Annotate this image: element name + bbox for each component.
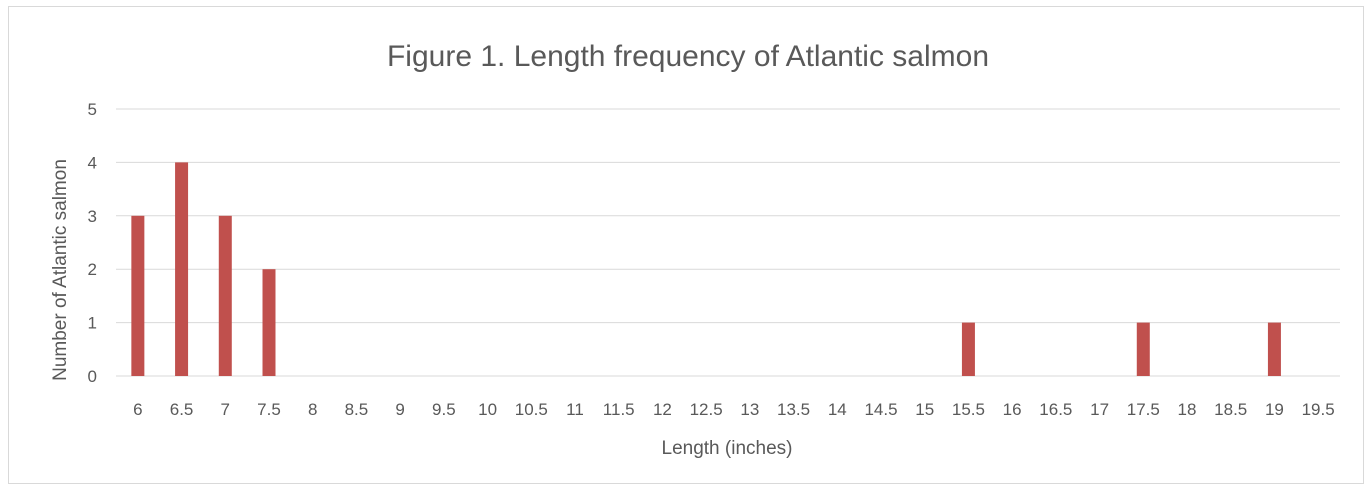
- x-tick-label: 7.5: [257, 400, 281, 419]
- y-axis-title: Number of Atlantic salmon: [50, 159, 71, 381]
- gridlines: [116, 108, 1340, 377]
- x-tick-label: 18.5: [1214, 400, 1247, 419]
- x-tick-label: 8.5: [345, 400, 369, 419]
- x-tick-label: 17: [1090, 400, 1109, 419]
- x-tick-label: 16: [1003, 400, 1022, 419]
- x-tick-label: 6: [133, 400, 142, 419]
- x-tick-label: 14.5: [864, 400, 897, 419]
- chart-frame: [8, 6, 1364, 484]
- x-tick-label: 11.5: [603, 400, 635, 419]
- x-tick-label: 16.5: [1039, 400, 1072, 419]
- y-tick-label: 5: [88, 100, 97, 119]
- y-tick-label: 1: [88, 314, 97, 333]
- x-tick-label: 11: [566, 400, 584, 419]
- y-tick-label: 3: [88, 207, 97, 226]
- bar-7.5: [262, 269, 276, 376]
- bar-6: [131, 215, 145, 376]
- x-tick-label: 9.5: [432, 400, 456, 419]
- x-tick-label: 9: [395, 400, 404, 419]
- bar-6.5: [175, 162, 189, 376]
- x-tick-labels: 6 6.5 7 7.5 8 8.5 9 9.5 10 10.5 11 11.5 12 12.5 13 13.5…: [133, 400, 1335, 419]
- bar-17.5: [1136, 322, 1150, 376]
- x-tick-label: 19.5: [1302, 400, 1335, 419]
- x-tick-label: 10.5: [515, 400, 548, 419]
- x-tick-label: 8: [308, 400, 317, 419]
- x-tick-label: 10: [478, 400, 497, 419]
- x-axis-title: Length (inches): [662, 438, 793, 459]
- x-tick-label: 12: [653, 400, 672, 419]
- x-tick-label: 13: [740, 400, 759, 419]
- bars: [131, 162, 1281, 376]
- x-tick-label: 6.5: [170, 400, 194, 419]
- x-tick-label: 13.5: [777, 400, 810, 419]
- x-tick-label: 18: [1178, 400, 1197, 419]
- y-tick-label: 4: [88, 153, 97, 172]
- x-tick-label: 19: [1265, 400, 1284, 419]
- bar-15.5: [961, 322, 975, 376]
- x-tick-label: 15: [915, 400, 934, 419]
- y-tick-labels: 0 1 2 3 4 5: [88, 100, 97, 386]
- chart-title: Figure 1. Length frequency of Atlantic s…: [387, 40, 989, 73]
- x-tick-label: 12.5: [690, 400, 723, 419]
- y-tick-label: 2: [88, 260, 97, 279]
- x-tick-label: 17.5: [1127, 400, 1160, 419]
- y-tick-label: 0: [88, 367, 97, 386]
- x-tick-label: 14: [828, 400, 847, 419]
- bar-19: [1267, 322, 1281, 376]
- x-tick-label: 15.5: [952, 400, 985, 419]
- bar-7: [218, 215, 232, 376]
- x-tick-label: 7: [221, 400, 230, 419]
